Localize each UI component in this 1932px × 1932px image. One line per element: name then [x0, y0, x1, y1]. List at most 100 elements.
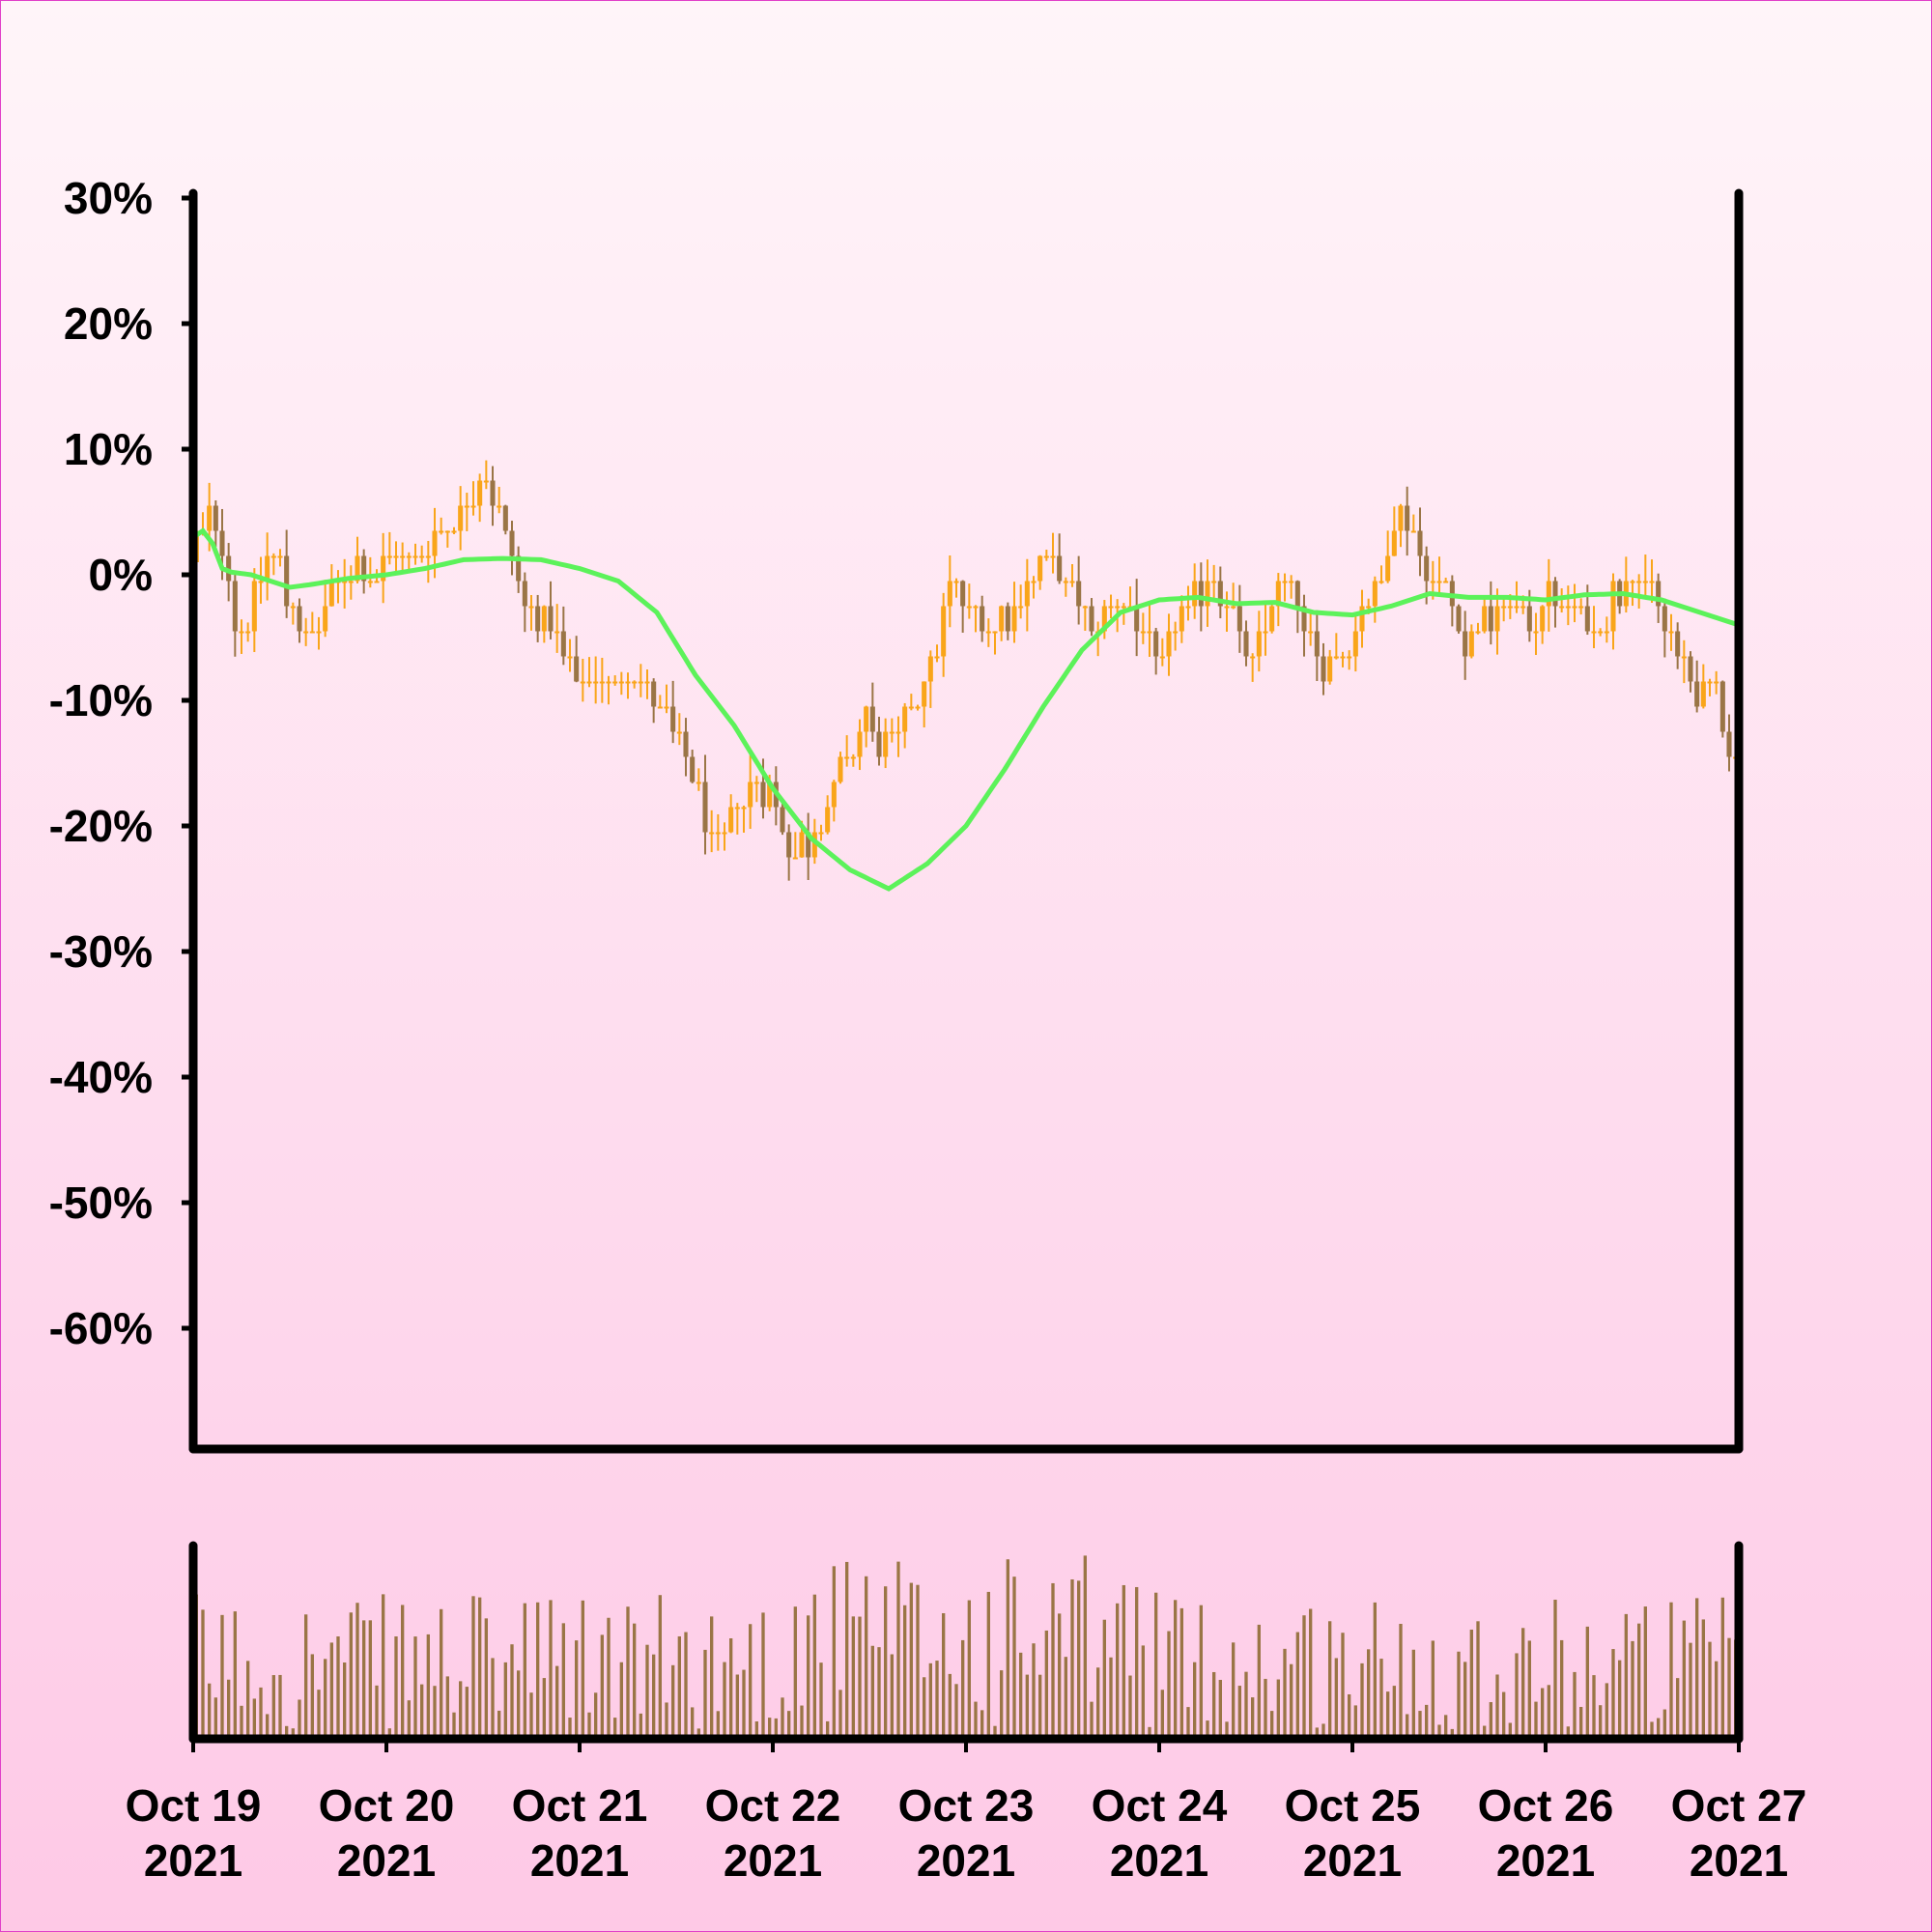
volume-bar [1276, 1679, 1280, 1739]
volume-bar [1012, 1577, 1016, 1739]
volume-bar [1353, 1705, 1357, 1739]
candle-body [1359, 606, 1365, 632]
volume-bar [1527, 1640, 1531, 1739]
volume-bar [201, 1609, 205, 1739]
candle-body [535, 606, 541, 632]
candle-body [806, 832, 811, 858]
axes-frame [188, 188, 1744, 1744]
volume-bar [1128, 1675, 1132, 1739]
volume-bar [851, 1616, 855, 1739]
candle-body [792, 857, 798, 860]
candle-body [1121, 606, 1126, 609]
candle-body [328, 581, 334, 607]
volume-bar [1566, 1726, 1570, 1739]
volume-bar [266, 1714, 270, 1739]
candle-body [355, 555, 360, 582]
volume-bar [227, 1679, 231, 1739]
volume-bar [923, 1677, 926, 1739]
volume-bar [304, 1614, 308, 1739]
candle-body [458, 505, 464, 531]
volume-bar [652, 1654, 656, 1739]
candle-body [1533, 631, 1539, 634]
volume-bar [1212, 1671, 1216, 1739]
candle-body [966, 606, 972, 609]
volume-bar [1682, 1620, 1686, 1739]
volume-series [194, 1555, 1738, 1739]
volume-bar [1643, 1606, 1647, 1739]
y-tick-label: 20% [64, 298, 153, 349]
candle-body [1694, 681, 1700, 707]
volume-bar [1379, 1659, 1383, 1739]
volume-bar [1476, 1621, 1480, 1739]
candle-body [439, 530, 444, 533]
candle-body [290, 606, 296, 609]
candle-body [1507, 606, 1513, 609]
volume-bar [1489, 1702, 1492, 1739]
candle-body [1134, 606, 1140, 632]
volume-bar [529, 1692, 533, 1739]
volume-bar [1592, 1675, 1596, 1739]
volume-bar [1058, 1613, 1062, 1739]
candle-body [541, 606, 547, 632]
volume-bar [1109, 1657, 1113, 1739]
candle-body [767, 781, 773, 808]
y-tick-label: -50% [49, 1178, 153, 1228]
volume-bar [1199, 1605, 1203, 1739]
volume-bar [948, 1673, 952, 1739]
candle-body [1482, 606, 1488, 632]
candle-body [908, 706, 914, 709]
volume-bar [1515, 1653, 1519, 1739]
volume-bar [1218, 1680, 1222, 1739]
candle-body [1314, 631, 1320, 657]
candle-body [838, 756, 843, 782]
x-tick-label: Oct 19 [126, 1780, 262, 1831]
volume-bar [1547, 1685, 1550, 1739]
volume-bar [484, 1618, 488, 1739]
x-tick-label: Oct 25 [1285, 1780, 1421, 1831]
candle-body [277, 555, 283, 558]
volume-bar [1032, 1643, 1036, 1739]
candle-body [1101, 606, 1107, 632]
volume-bar [1727, 1637, 1731, 1739]
volume-bar [1295, 1632, 1299, 1739]
volume-bar [1264, 1678, 1267, 1739]
volume-bar [1715, 1661, 1719, 1739]
candle-body [1488, 606, 1493, 632]
candle-body [381, 555, 386, 582]
candle-body [683, 731, 689, 757]
candle-body [850, 756, 856, 759]
candle-body [985, 631, 991, 634]
volume-bar [877, 1647, 881, 1739]
volume-bar [619, 1662, 623, 1739]
volume-bar [749, 1624, 753, 1739]
candle-body [1656, 581, 1662, 607]
volume-bar [1386, 1691, 1390, 1739]
candle-body [470, 505, 476, 508]
candle-body [709, 832, 715, 835]
volume-bar [517, 1670, 521, 1739]
candle-body [1269, 606, 1275, 632]
x-tick-label: 2021 [1496, 1835, 1595, 1886]
candle-body [1630, 581, 1635, 583]
candle-body [1436, 581, 1442, 583]
candle-body [1546, 581, 1551, 607]
volume-bar [1418, 1711, 1422, 1739]
candle-body [889, 731, 895, 734]
candle-body [1333, 656, 1339, 659]
volume-bar [478, 1597, 482, 1739]
volume-bar [1406, 1714, 1409, 1739]
volume-bar [401, 1605, 405, 1739]
candle-body [1552, 581, 1558, 607]
candle-body [632, 681, 638, 684]
candle-body [419, 555, 425, 558]
volume-bar [812, 1594, 816, 1739]
volume-bar [1232, 1642, 1236, 1739]
candle-body [1031, 581, 1037, 583]
volume-bar [1444, 1715, 1448, 1739]
volume-bar [1502, 1691, 1506, 1739]
volume-bar [677, 1635, 681, 1739]
volume-bar [1174, 1600, 1178, 1739]
candle-body [1526, 606, 1532, 632]
volume-bar [271, 1675, 275, 1739]
